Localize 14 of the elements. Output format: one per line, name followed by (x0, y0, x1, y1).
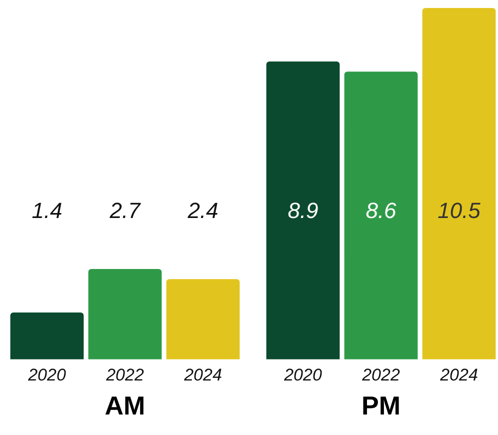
x-axis-title: PM (362, 390, 400, 421)
x-tick-label: 2022 (105, 365, 144, 384)
x-tick-label: 2024 (183, 365, 222, 384)
x-tick-label: 2020 (27, 365, 66, 384)
x-tick-label: 2022 (361, 365, 400, 384)
x-axis-title: AM (104, 390, 146, 421)
data-label: 8.6 (366, 198, 398, 223)
data-label: 1.4 (32, 198, 62, 223)
data-label: 2.4 (186, 198, 218, 223)
x-tick-label: 2020 (283, 365, 322, 384)
data-label: 2.7 (108, 198, 142, 223)
data-label: 10.5 (438, 198, 482, 223)
x-tick-label: 2024 (439, 365, 478, 384)
data-label: 8.9 (288, 198, 318, 223)
